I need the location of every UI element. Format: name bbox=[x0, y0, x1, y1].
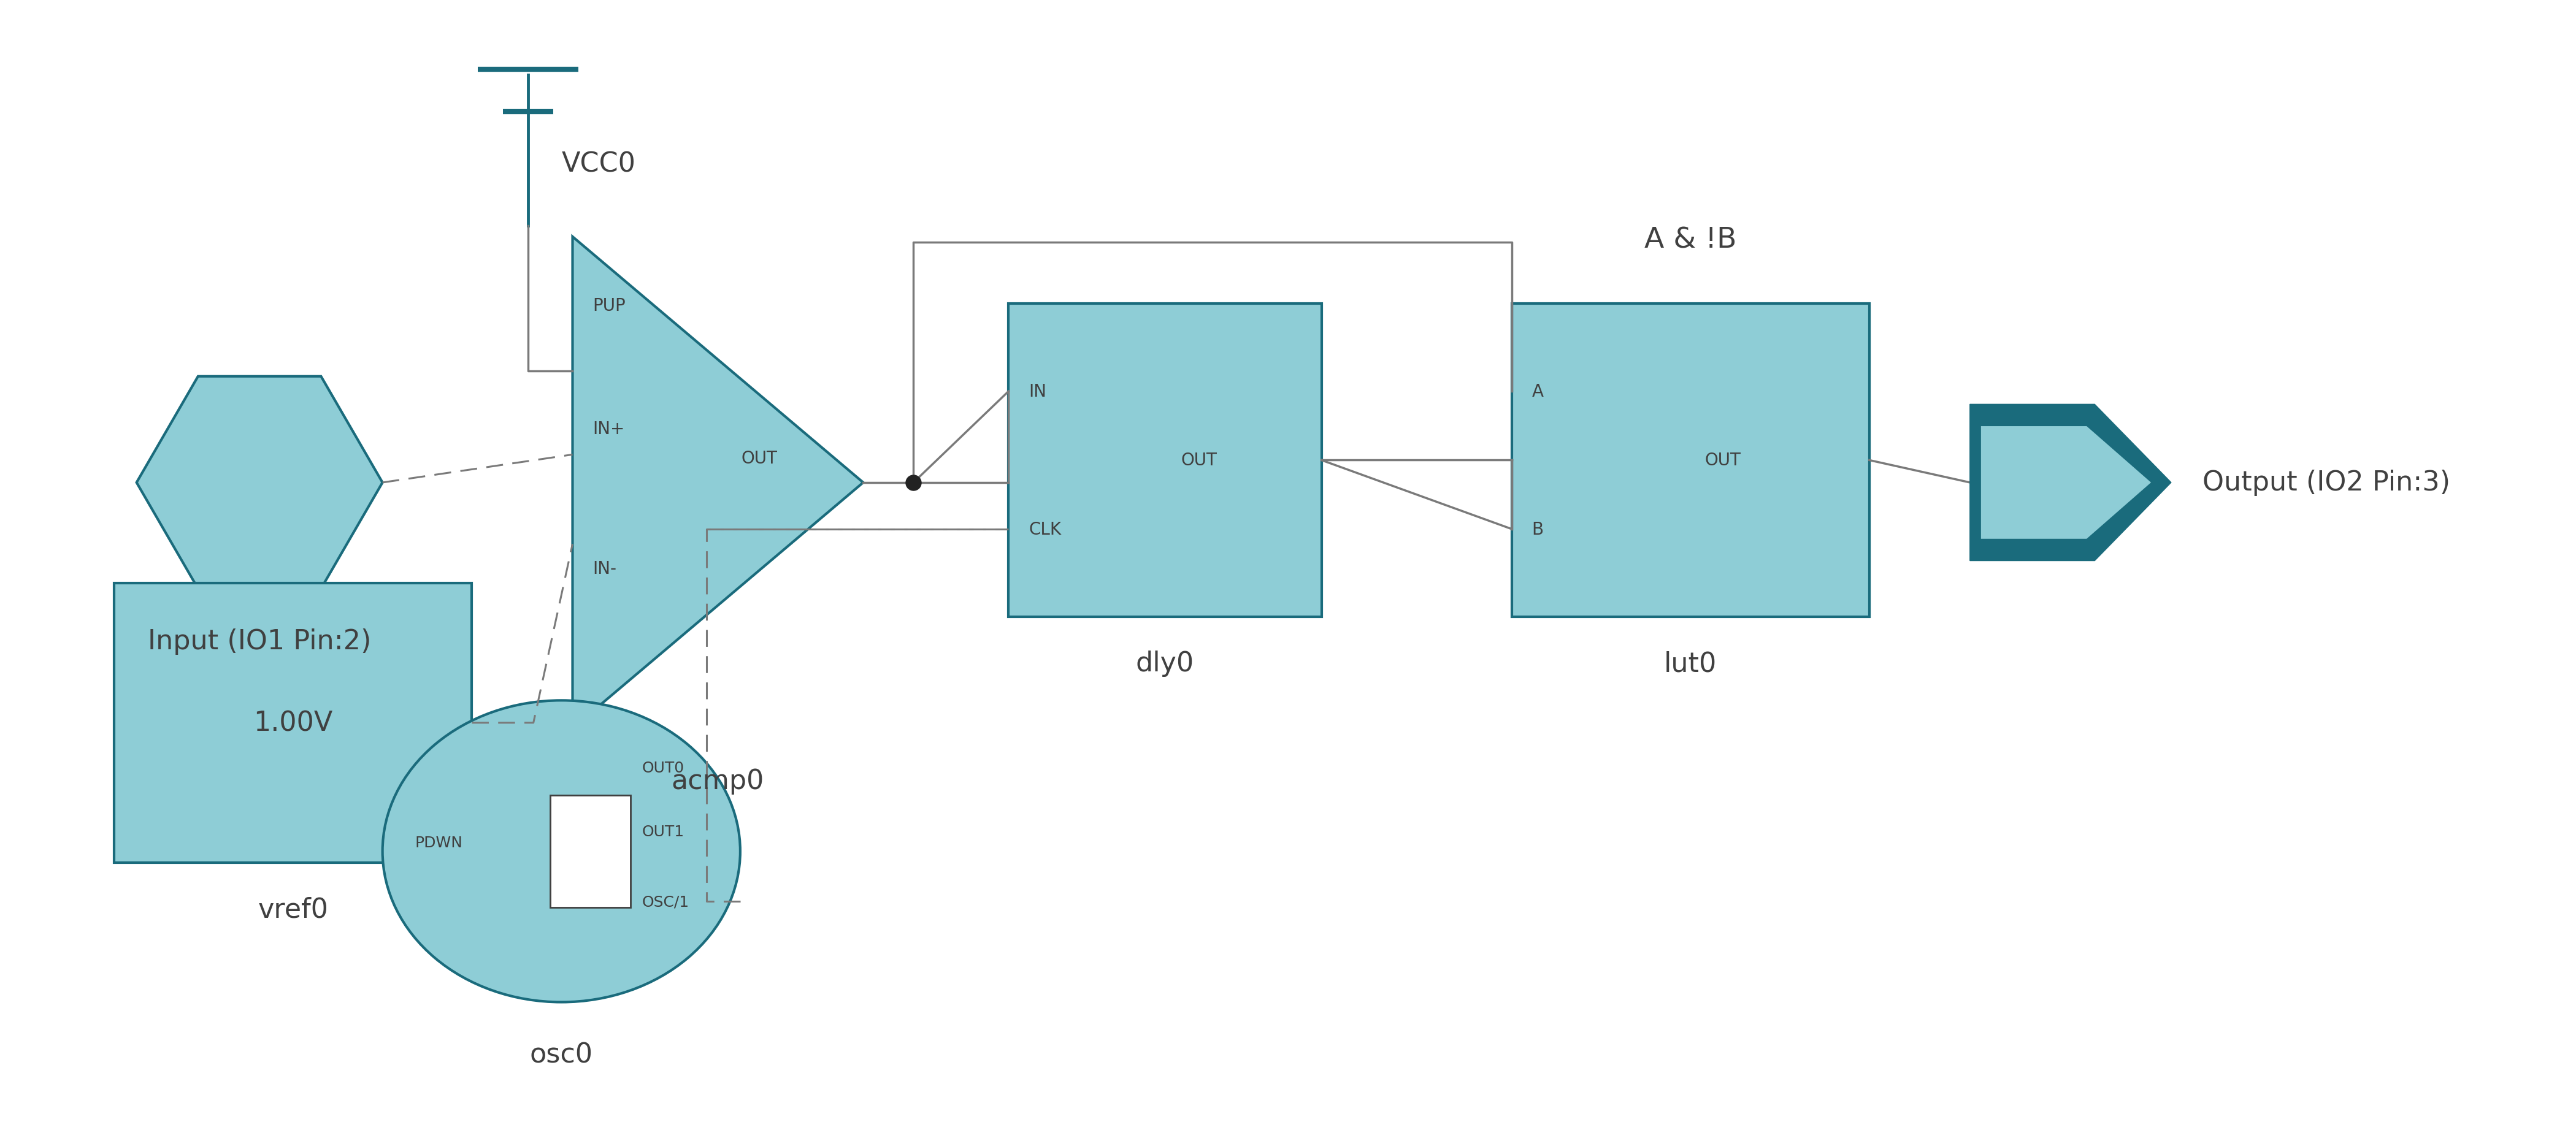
Text: OUT: OUT bbox=[742, 450, 778, 467]
Polygon shape bbox=[1971, 405, 2172, 561]
Text: CLK: CLK bbox=[1028, 521, 1061, 537]
Text: vref0: vref0 bbox=[258, 896, 327, 922]
Text: osc0: osc0 bbox=[531, 1041, 592, 1068]
Text: OUT: OUT bbox=[1705, 452, 1741, 469]
FancyBboxPatch shape bbox=[551, 795, 631, 908]
FancyBboxPatch shape bbox=[1010, 304, 1321, 617]
Text: A: A bbox=[1533, 383, 1543, 401]
Text: PDWN: PDWN bbox=[415, 835, 464, 849]
Text: dly0: dly0 bbox=[1136, 651, 1195, 677]
Text: IN: IN bbox=[1028, 383, 1046, 401]
Polygon shape bbox=[1981, 426, 2151, 539]
FancyBboxPatch shape bbox=[113, 583, 471, 863]
Text: IN-: IN- bbox=[592, 560, 616, 578]
Text: B: B bbox=[1533, 521, 1543, 537]
Text: 1.00V: 1.00V bbox=[252, 710, 332, 736]
FancyBboxPatch shape bbox=[1512, 304, 1870, 617]
Text: OUT: OUT bbox=[1180, 452, 1216, 469]
Ellipse shape bbox=[381, 700, 739, 1002]
Text: PUP: PUP bbox=[592, 297, 626, 314]
Polygon shape bbox=[137, 377, 381, 589]
Text: acmp0: acmp0 bbox=[672, 767, 765, 794]
Text: OUT0: OUT0 bbox=[641, 761, 685, 775]
Text: A & !B: A & !B bbox=[1643, 227, 1736, 254]
Text: OUT1: OUT1 bbox=[641, 824, 685, 838]
Text: Output (IO2 Pin:3): Output (IO2 Pin:3) bbox=[2202, 470, 2450, 496]
Text: lut0: lut0 bbox=[1664, 651, 1718, 677]
Text: OSC/1: OSC/1 bbox=[641, 894, 690, 909]
Text: IN+: IN+ bbox=[592, 420, 626, 438]
Text: Input (IO1 Pin:2): Input (IO1 Pin:2) bbox=[147, 628, 371, 654]
Text: VCC0: VCC0 bbox=[562, 151, 636, 177]
Polygon shape bbox=[572, 237, 863, 728]
